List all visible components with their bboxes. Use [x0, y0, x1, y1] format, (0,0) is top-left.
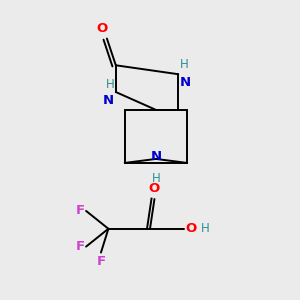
Text: O: O — [186, 222, 197, 235]
Text: H: H — [152, 172, 160, 185]
Text: H: H — [180, 58, 188, 70]
Text: N: N — [180, 76, 191, 89]
Text: F: F — [96, 255, 106, 268]
Text: F: F — [76, 240, 85, 253]
Text: F: F — [76, 204, 85, 218]
Text: N: N — [103, 94, 114, 107]
Text: O: O — [149, 182, 160, 196]
Text: H: H — [106, 78, 114, 91]
Text: O: O — [97, 22, 108, 35]
Text: N: N — [150, 150, 161, 164]
Text: H: H — [200, 222, 209, 235]
